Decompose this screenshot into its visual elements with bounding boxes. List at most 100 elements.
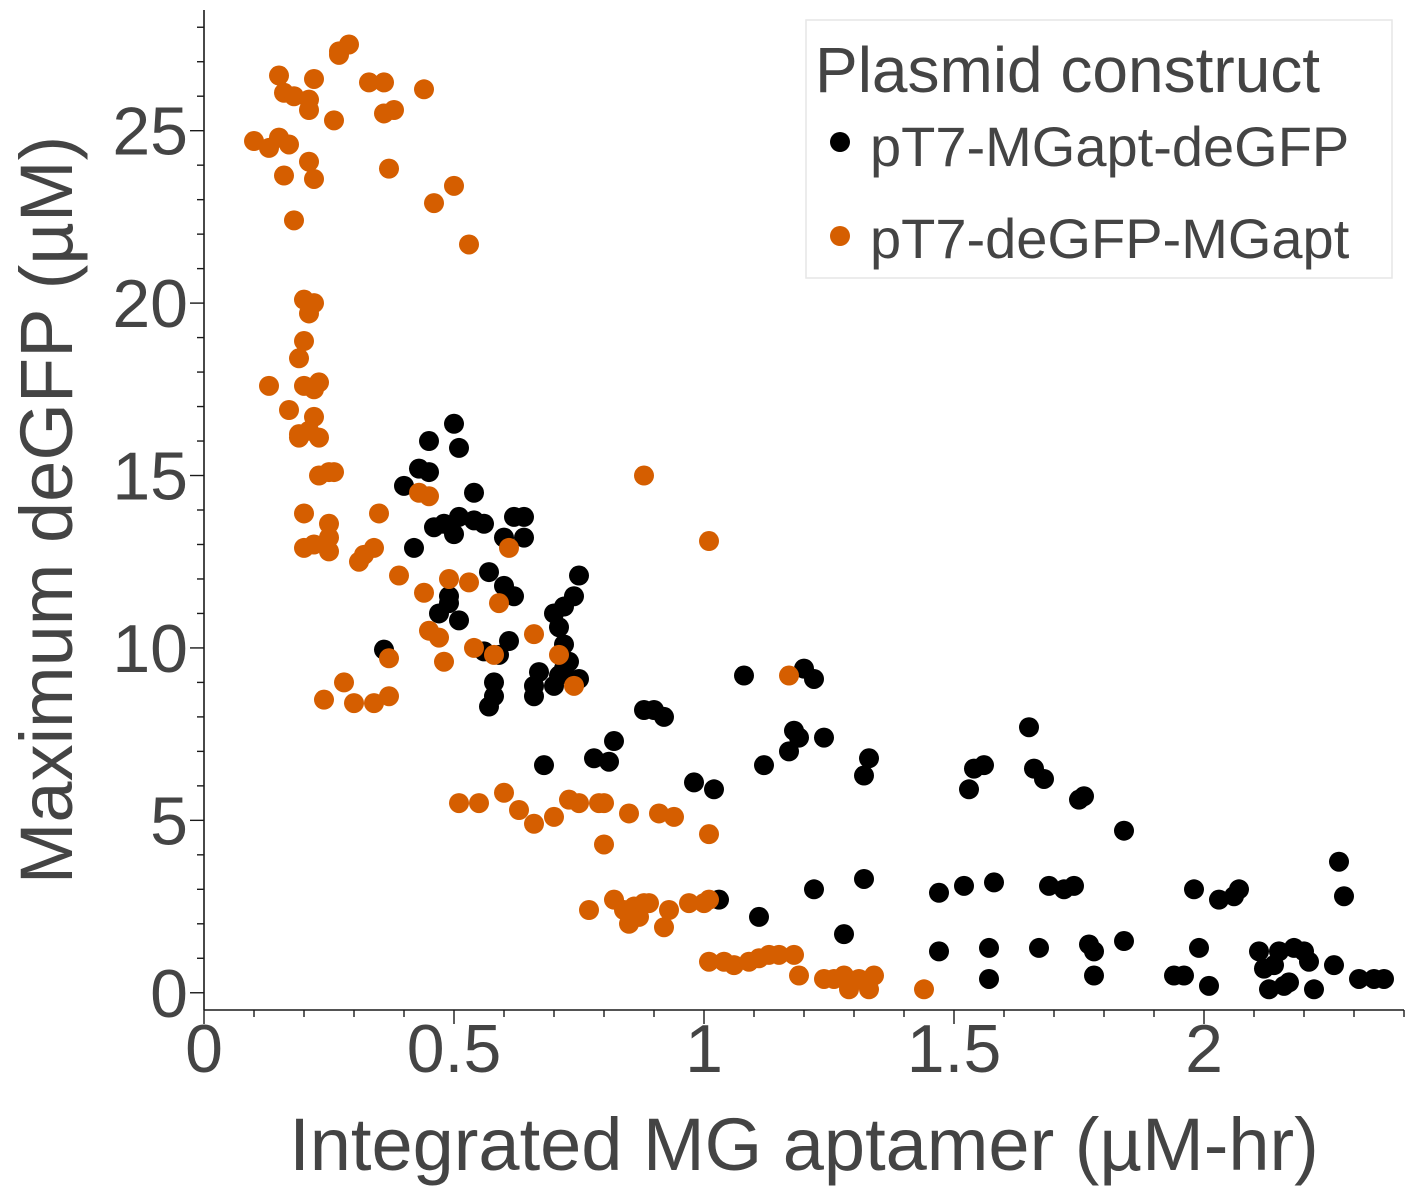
- data-point: [659, 900, 679, 920]
- data-point: [864, 965, 884, 986]
- data-point: [319, 513, 339, 534]
- data-point: [639, 893, 659, 914]
- data-point: [1084, 965, 1104, 986]
- data-point: [434, 651, 454, 672]
- data-point: [319, 527, 339, 548]
- data-point: [769, 944, 789, 965]
- data-point: [1229, 879, 1249, 900]
- data-point: [499, 537, 519, 558]
- data-point: [524, 813, 544, 834]
- data-point: [489, 593, 509, 614]
- data-point: [1324, 955, 1344, 976]
- data-point: [364, 537, 384, 558]
- data-point: [1034, 768, 1054, 789]
- data-point: [1199, 975, 1219, 996]
- data-point: [549, 617, 569, 638]
- x-tick-label: 0: [185, 1011, 223, 1087]
- data-point: [304, 293, 324, 314]
- data-point: [784, 944, 804, 965]
- y-tick-label: 25: [112, 94, 188, 170]
- data-point: [699, 889, 719, 910]
- data-point: [699, 531, 719, 552]
- data-point: [954, 875, 974, 896]
- x-tick-label: 1.5: [907, 1011, 1002, 1087]
- data-point: [584, 748, 604, 769]
- data-point: [284, 86, 304, 107]
- data-point: [789, 727, 809, 748]
- data-point: [814, 727, 834, 748]
- data-point: [494, 782, 514, 803]
- data-point: [579, 900, 599, 920]
- data-point: [459, 234, 479, 255]
- data-point: [449, 793, 469, 814]
- data-point: [594, 834, 614, 855]
- data-point: [304, 406, 324, 427]
- x-axis-title: Integrated MG aptamer (µM-hr): [289, 1103, 1319, 1186]
- data-point: [859, 748, 879, 769]
- data-point: [374, 72, 394, 93]
- data-point: [654, 917, 674, 938]
- data-point: [1029, 937, 1049, 958]
- data-point: [364, 693, 384, 714]
- data-point: [594, 793, 614, 814]
- data-point: [439, 568, 459, 589]
- data-point: [419, 486, 439, 507]
- x-tick-label: 0.5: [407, 1011, 502, 1087]
- data-point: [699, 824, 719, 845]
- data-point: [444, 175, 464, 196]
- data-point: [514, 527, 534, 548]
- data-point: [1299, 951, 1319, 972]
- data-point: [569, 565, 589, 586]
- data-point: [414, 79, 434, 100]
- data-point: [444, 413, 464, 434]
- data-point: [324, 110, 344, 131]
- data-point: [449, 610, 469, 631]
- data-point: [529, 662, 549, 683]
- data-point: [464, 637, 484, 658]
- data-point: [724, 955, 744, 976]
- legend-marker-series-1: [830, 226, 850, 246]
- data-point: [269, 65, 289, 86]
- legend-title: Plasmid construct: [815, 34, 1320, 106]
- data-point: [514, 506, 534, 527]
- series-1: [244, 34, 934, 1000]
- data-point: [684, 772, 704, 793]
- data-point: [779, 741, 799, 762]
- data-point: [1019, 717, 1039, 738]
- data-point: [569, 793, 589, 814]
- data-point: [284, 210, 304, 231]
- data-point: [634, 465, 654, 486]
- data-point: [279, 134, 299, 155]
- data-point: [314, 689, 334, 710]
- data-point: [419, 431, 439, 452]
- data-point: [1174, 965, 1194, 986]
- data-point: [654, 706, 674, 727]
- data-point: [509, 800, 529, 820]
- data-point: [1189, 937, 1209, 958]
- data-point: [359, 72, 379, 93]
- data-point: [439, 586, 459, 607]
- data-point: [334, 672, 354, 693]
- data-point: [1114, 820, 1134, 841]
- data-point: [479, 562, 499, 583]
- data-point: [1269, 941, 1289, 962]
- data-point: [1064, 875, 1084, 896]
- data-point: [834, 924, 854, 945]
- legend: Plasmid construct pT7-MGapt-deGFP pT7-de…: [805, 19, 1393, 279]
- data-point: [484, 644, 504, 665]
- data-point: [309, 427, 329, 448]
- data-point: [1349, 968, 1369, 989]
- legend-label-series-1: pT7-deGFP-MGapt: [870, 207, 1350, 270]
- data-point: [339, 34, 359, 55]
- data-point: [524, 624, 544, 645]
- data-point: [754, 755, 774, 776]
- data-point: [469, 793, 489, 814]
- data-point: [929, 882, 949, 903]
- data-point: [404, 537, 424, 558]
- data-point: [1249, 941, 1269, 962]
- data-point: [419, 462, 439, 483]
- data-point: [369, 503, 389, 524]
- data-point: [789, 965, 809, 986]
- data-point: [959, 779, 979, 800]
